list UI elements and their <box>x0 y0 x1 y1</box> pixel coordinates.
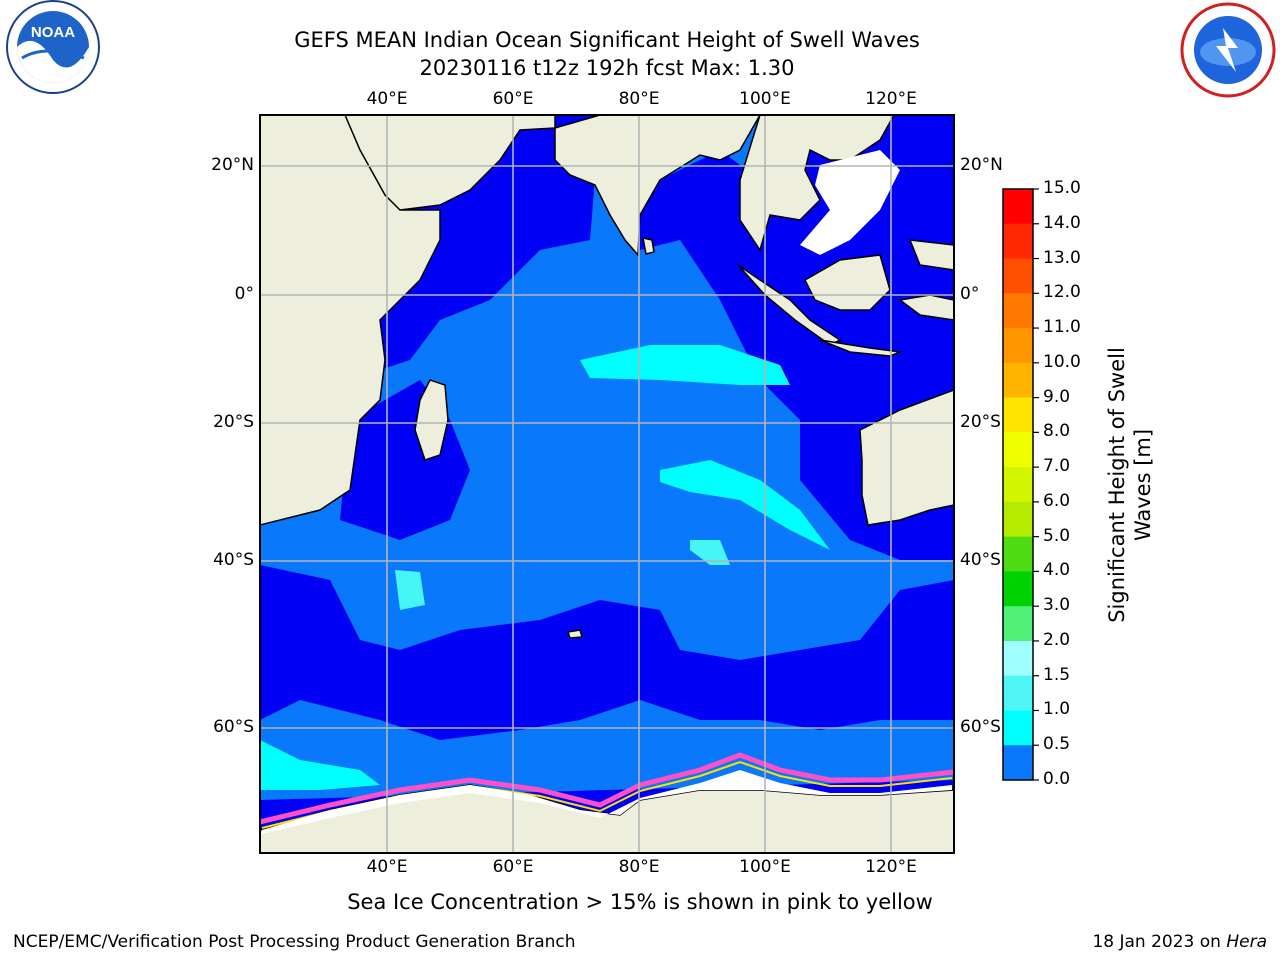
footer-producer: NCEP/EMC/Verification Post Processing Pr… <box>13 932 576 952</box>
land-java <box>819 339 903 357</box>
colorbar-label: 8.0 <box>1043 421 1071 442</box>
land-new-guinea-islands <box>898 239 954 321</box>
land-madagascar <box>414 379 449 461</box>
sea-ice-footnote: Sea Ice Concentration > 15% is shown in … <box>347 890 933 914</box>
colorbar-segment <box>1003 362 1033 399</box>
footer-host: Hera <box>1226 932 1267 952</box>
map-grid <box>260 115 954 853</box>
lat-tick-right-20s: 20°S <box>960 412 1001 432</box>
colorbar-segment <box>1003 467 1033 503</box>
colorbar-label: 4.0 <box>1043 560 1071 581</box>
land-india <box>554 115 761 257</box>
colorbar-segment <box>1003 293 1033 329</box>
lat-tick-right-0: 0° <box>960 284 980 304</box>
colorbar-segment <box>1003 258 1033 294</box>
colorbar-segment <box>1003 223 1033 260</box>
colorbar-label: 13.0 <box>1043 247 1081 268</box>
land-borneo <box>804 254 891 311</box>
colorbar-label: 7.0 <box>1043 456 1071 477</box>
colorbar-segment <box>1003 328 1033 364</box>
lon-tick-top-80e: 80°E <box>618 89 660 109</box>
chart-title: GEFS MEAN Indian Ocean Significant Heigh… <box>294 28 920 52</box>
colorbar-segment <box>1003 501 1033 538</box>
colorbar-label: 5.0 <box>1043 525 1071 546</box>
land-kerguelen <box>567 629 583 639</box>
colorbar-segment <box>1003 640 1033 677</box>
lon-tick-bottom-40e: 40°E <box>366 857 408 877</box>
colorbar-label: 11.0 <box>1043 317 1081 338</box>
colorbar-segment <box>1003 571 1033 607</box>
footer-date-text: 18 Jan 2023 on <box>1092 932 1227 952</box>
colorbar-label: 6.0 <box>1043 490 1071 511</box>
lon-tick-bottom-80e: 80°E <box>618 857 660 877</box>
map-frame <box>259 114 955 854</box>
lon-tick-top-120e: 120°E <box>865 89 917 109</box>
colorbar-segment <box>1003 745 1033 781</box>
lat-tick-right-20n: 20°N <box>960 155 1003 175</box>
colorbar-title-line1: Significant Height of Swell <box>1105 347 1129 623</box>
colorbar-label: 14.0 <box>1043 212 1081 233</box>
swell-high-patch-2 <box>660 460 830 550</box>
lat-tick-right-40s: 40°S <box>960 550 1001 570</box>
sea-ice-white <box>262 770 952 834</box>
colorbar-segment <box>1003 710 1033 746</box>
swell-southern-mid <box>260 700 954 800</box>
lon-tick-top-60e: 60°E <box>492 89 534 109</box>
land-sumatra <box>737 264 842 346</box>
nws-logo <box>1180 2 1276 98</box>
lat-tick-left-20s: 20°S <box>213 412 254 432</box>
footer-date: 18 Jan 2023 on Hera <box>1092 932 1267 952</box>
lat-tick-left-60s: 60°S <box>213 717 254 737</box>
colorbar-segment <box>1003 189 1033 225</box>
colorbar-label: 1.5 <box>1043 664 1071 685</box>
colorbar-label: 15.0 <box>1043 178 1081 198</box>
colorbar-segment <box>1003 675 1033 711</box>
lon-tick-bottom-100e: 100°E <box>739 857 791 877</box>
colorbar-label: 9.0 <box>1043 386 1071 407</box>
colorbar <box>1002 188 1039 781</box>
lon-tick-bottom-60e: 60°E <box>492 857 534 877</box>
colorbar-label: 0.5 <box>1043 734 1071 755</box>
colorbar-segment <box>1003 397 1033 433</box>
colorbar-segment <box>1003 536 1033 572</box>
lon-tick-top-100e: 100°E <box>739 89 791 109</box>
colorbar-label: 10.0 <box>1043 351 1081 372</box>
swell-high-patch-5 <box>260 740 380 790</box>
lat-tick-left-40s: 40°S <box>213 550 254 570</box>
swell-high-patch-4 <box>395 570 425 610</box>
noaa-logo: NOAA <box>6 0 100 94</box>
chart-subtitle: 20230116 t12z 192h fcst Max: 1.30 <box>419 56 795 80</box>
colorbar-label: 0.0 <box>1043 769 1071 789</box>
lon-tick-bottom-120e: 120°E <box>865 857 917 877</box>
land-sri-lanka <box>642 237 655 255</box>
colorbar-segment <box>1003 432 1033 468</box>
colorbar-frame <box>1002 188 1034 781</box>
lat-tick-left-0: 0° <box>234 284 254 304</box>
swell-high-patch-1 <box>580 345 790 385</box>
colorbar-label: 12.0 <box>1043 282 1081 303</box>
colorbar-label: 3.0 <box>1043 595 1071 616</box>
lat-tick-left-20n: 20°N <box>211 155 254 175</box>
colorbar-label: 1.0 <box>1043 699 1071 720</box>
colorbar-title: Significant Height of Swell Waves [m] <box>1104 347 1156 623</box>
colorbar-title-line2: Waves [m] <box>1131 428 1155 542</box>
masked-area-scs <box>800 150 900 255</box>
map-area <box>260 115 954 853</box>
lon-tick-top-40e: 40°E <box>366 89 408 109</box>
sea-ice-band <box>260 752 954 825</box>
colorbar-segment <box>1003 606 1033 642</box>
colorbar-label: 2.0 <box>1043 629 1071 650</box>
land-indochina <box>739 115 895 252</box>
swell-high-patch-3 <box>690 540 730 565</box>
lat-tick-right-60s: 60°S <box>960 717 1001 737</box>
noaa-logo-text: NOAA <box>31 24 75 41</box>
